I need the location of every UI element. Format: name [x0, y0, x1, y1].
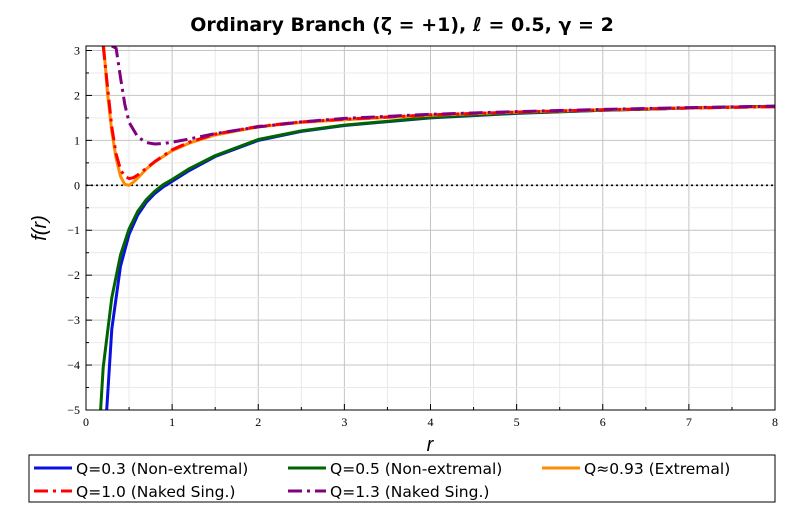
x-tick-label: 4	[428, 415, 434, 429]
y-tick-label: 2	[74, 88, 80, 102]
y-tick-label: −1	[67, 223, 80, 237]
y-tick-label: −2	[67, 268, 80, 282]
tick-marks	[85, 49, 776, 411]
legend-label-5: Q=1.3 (Naked Sing.)	[330, 483, 489, 501]
x-tick-label: 3	[341, 415, 347, 429]
y-tick-label: 0	[74, 178, 80, 192]
legend-label-2: Q=0.5 (Non-extremal)	[330, 460, 502, 478]
y-tick-label: −4	[67, 358, 80, 372]
chart-title: Ordinary Branch (ζ = +1), ℓ = 0.5, γ = 2	[190, 14, 614, 36]
series-line-4	[101, 46, 775, 181]
series-line-1	[105, 104, 775, 410]
legend: Q=0.3 (Non-extremal) Q=0.5 (Non-extremal)…	[28, 454, 776, 503]
x-tick-label: 2	[255, 415, 261, 429]
legend-label-3: Q≈0.93 (Extremal)	[584, 460, 730, 478]
legend-box	[28, 454, 776, 503]
x-tick-label: 8	[772, 415, 778, 429]
y-tick-label: −5	[67, 403, 80, 417]
series-line-2	[99, 104, 775, 410]
tick-labels: 0 1 2 3 4 5 6 7 8 −5 −4 −3 −2 −1 0 1 2 3	[67, 43, 778, 429]
y-axis-label: f(r)	[29, 215, 51, 241]
grid	[86, 46, 775, 410]
y-tick-label: 3	[74, 43, 80, 57]
x-tick-label: 7	[686, 415, 692, 429]
legend-label-1: Q=0.3 (Non-extremal)	[76, 460, 248, 478]
legend-label-4: Q=1.0 (Naked Sing.)	[76, 483, 235, 501]
x-axis-label: r	[427, 434, 435, 456]
x-tick-label: 1	[169, 415, 175, 429]
series-line-5	[111, 46, 775, 146]
x-tick-label: 0	[83, 415, 89, 429]
y-tick-label: 1	[74, 133, 80, 147]
x-tick-label: 6	[600, 415, 606, 429]
series-group	[99, 46, 775, 410]
x-tick-label: 5	[514, 415, 520, 429]
y-tick-label: −3	[67, 313, 80, 327]
